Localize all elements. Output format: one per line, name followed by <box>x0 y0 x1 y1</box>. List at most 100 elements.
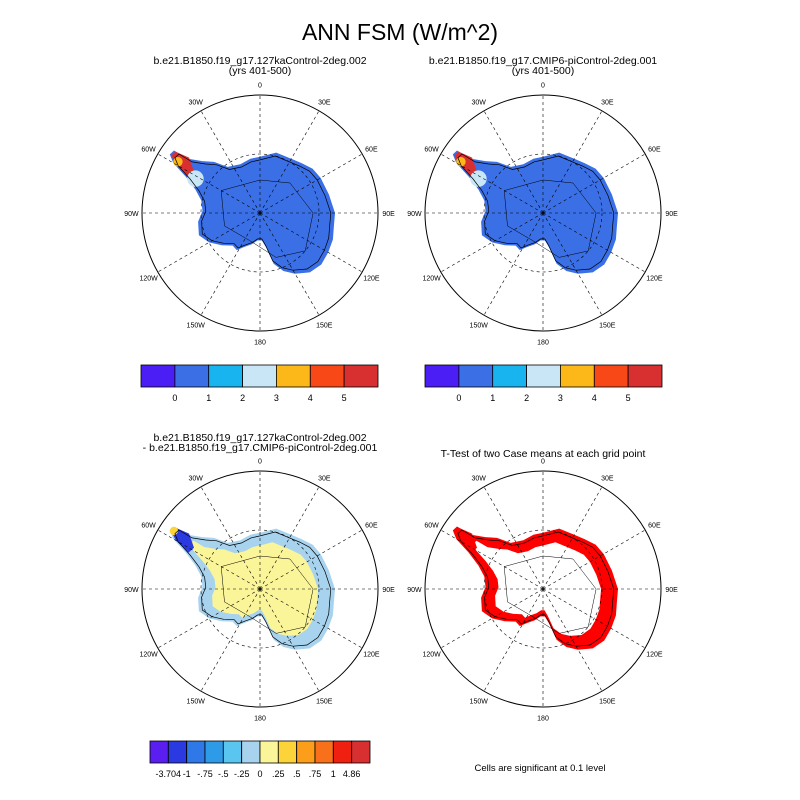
graticule <box>425 471 661 707</box>
colorbar-tick-label: 5 <box>342 393 347 403</box>
colorbar-swatch <box>275 364 311 388</box>
longitude-label: 0 <box>541 82 545 89</box>
longitude-label: 90E <box>665 211 678 218</box>
coastline <box>174 153 332 271</box>
longitude-label: 120W <box>139 275 158 282</box>
longitude-label: 0 <box>258 82 262 89</box>
longitude-label: 150E <box>316 322 333 329</box>
colorbar-swatch <box>259 740 279 764</box>
colorbar-tick-label: 2 <box>524 393 529 403</box>
colorbar-tick-label: 3 <box>274 393 279 403</box>
meridian-line <box>483 486 544 590</box>
meridian-line <box>542 588 603 692</box>
colorbar-swatch <box>296 740 316 764</box>
longitude-label: 60E <box>365 147 378 154</box>
colorbar-swatch <box>314 740 334 764</box>
map-panel-case2: 0 30E 60E 90E 120E 150E 180 150W 120W 90W 60W 30W <box>407 82 678 346</box>
meridian-line <box>542 153 646 214</box>
meridian-line <box>200 486 261 590</box>
meridian-line <box>542 588 646 649</box>
longitude-label: 150W <box>470 322 489 329</box>
longitude-label: 30E <box>318 476 331 483</box>
longitude-label: 30E <box>601 476 614 483</box>
meridian-line <box>483 588 544 692</box>
meridian-line <box>259 486 320 590</box>
latitude-circle <box>483 153 603 273</box>
longitude-label: 90W <box>407 587 422 594</box>
peninsula-edge-cells <box>187 170 204 187</box>
colorbar-swatch <box>343 364 379 388</box>
ice-sheet-layer <box>169 526 335 650</box>
peninsula-positive-cells <box>169 526 179 536</box>
longitude-label: 60W <box>424 523 439 530</box>
latitude-circle <box>200 153 320 273</box>
graticule <box>425 95 661 331</box>
ice-shelf-line <box>503 179 597 258</box>
longitude-label: 180 <box>537 340 549 347</box>
panel-case1-title-line2: (yrs 401-500) <box>229 65 291 77</box>
longitude-label: 90W <box>124 587 139 594</box>
colorbar-tick-label: 1 <box>490 393 495 403</box>
longitude-label: 120E <box>363 651 380 658</box>
longitude-label: 180 <box>537 716 549 723</box>
longitude-label: 90E <box>665 587 678 594</box>
colorbar-tick-label: .75 <box>309 769 322 779</box>
colorbar-tick-label: 4 <box>308 393 313 403</box>
meridian-line <box>259 110 320 214</box>
colorbar-swatch <box>204 740 224 764</box>
colorbar-case1: 0 1 2 3 4 5 <box>140 364 379 403</box>
longitude-label: 120W <box>139 651 158 658</box>
colorbar-swatch <box>241 740 261 764</box>
graticule <box>142 471 378 707</box>
longitude-label: 60W <box>141 147 156 154</box>
meridian-line <box>157 212 261 273</box>
ice-shelf-line <box>220 555 314 634</box>
colorbar-swatch <box>277 740 297 764</box>
longitude-label: 120E <box>646 651 663 658</box>
ice-sheet-fill <box>452 150 618 274</box>
longitude-label: 150W <box>187 322 206 329</box>
longitude-label: 150E <box>599 698 616 705</box>
panel-case2-title-line2: (yrs 401-500) <box>512 65 574 77</box>
longitude-label: 60E <box>365 523 378 530</box>
meridian-line <box>440 153 544 214</box>
ice-sheet-layer <box>452 526 618 650</box>
colorbar-case2: 0 1 2 3 4 5 <box>424 364 663 403</box>
colorbar-diff: -3.704 -1 -.75 -.5 -.25 0 .25 .5 .75 1 4.86 <box>149 740 371 779</box>
meridian-line <box>440 529 544 590</box>
map-panel-case1: 0 30E 60E 90E 120E 150E 180 150W 120W 90W 60W 30W <box>124 82 395 346</box>
meridian-line <box>259 588 363 649</box>
map-border <box>141 470 379 708</box>
colorbar-swatch <box>526 364 561 388</box>
colorbar-tick-label: -3.704 <box>156 769 182 779</box>
longitude-label: 120E <box>363 275 380 282</box>
ice-sheet-fill <box>169 150 335 274</box>
colorbar-swatch <box>174 364 210 388</box>
ice-shelf-line <box>503 555 597 634</box>
longitude-label: 150E <box>316 698 333 705</box>
meridian-line <box>259 588 320 692</box>
colorbar-swatch <box>222 740 243 764</box>
colorbar-swatch <box>492 364 528 388</box>
longitude-label: 150W <box>187 698 206 705</box>
coastline <box>457 153 615 271</box>
coastline <box>457 529 615 647</box>
colorbar-swatch <box>458 364 494 388</box>
longitude-label: 90E <box>382 587 395 594</box>
figure-title: ANN FSM (W/m^2) <box>302 19 498 45</box>
longitude-label: 30E <box>601 100 614 107</box>
meridian-line <box>157 153 261 214</box>
colorbar-swatch <box>560 364 595 388</box>
map-border <box>141 94 379 332</box>
colorbar-tick-label: 0 <box>172 393 177 403</box>
colorbar-swatch <box>332 740 352 764</box>
colorbar-tick-label: 4 <box>592 393 597 403</box>
map-border <box>424 94 662 332</box>
meridian-line <box>200 588 261 692</box>
colorbar-swatch <box>167 740 188 764</box>
meridian-line <box>542 529 646 590</box>
colorbar-swatch <box>309 364 345 388</box>
colorbar-swatch <box>140 364 176 388</box>
colorbar-swatch <box>242 364 277 388</box>
panel-case1-title-line1: b.e21.B1850.f19_g17.127kaControl-2deg.00… <box>153 55 366 67</box>
